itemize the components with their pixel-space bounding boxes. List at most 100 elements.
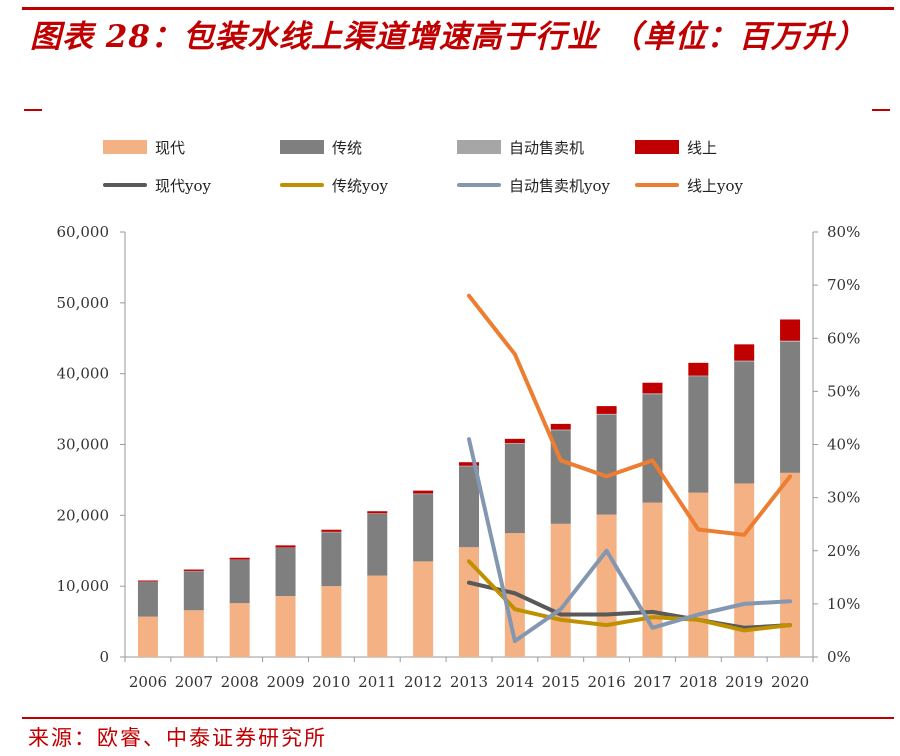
bar-segment: [596, 514, 617, 657]
bar-segment: [688, 362, 709, 376]
legend-swatch: [103, 140, 147, 154]
top-rule: [22, 7, 894, 10]
x-tick-label: 2007: [175, 673, 213, 691]
legend-item-modern-yoy: 现代yoy: [103, 174, 211, 196]
bar-segment: [780, 341, 801, 473]
bar-segment: [504, 438, 525, 444]
left-tick-label: 20,000: [57, 506, 110, 524]
bar-segment: [642, 502, 663, 657]
bar-segment: [183, 570, 204, 572]
title-underline-left: [24, 109, 42, 111]
bar-segment: [550, 523, 571, 657]
right-tick-label: 30%: [827, 489, 860, 507]
source-note: 来源：欧睿、中泰证券研究所: [28, 726, 327, 750]
x-tick-label: 2015: [542, 673, 580, 691]
bar-segment: [734, 344, 755, 361]
left-tick-label: 30,000: [57, 436, 110, 454]
bar-segment: [229, 603, 250, 657]
legend-swatch: [635, 140, 679, 154]
x-tick-label: 2008: [221, 673, 259, 691]
left-tick-label: 40,000: [57, 365, 110, 383]
bar-segment: [137, 581, 158, 617]
bar-segment: [137, 616, 158, 657]
bar-segment: [229, 559, 250, 561]
bar-segment: [734, 361, 755, 484]
bar-segment: [137, 581, 158, 583]
series-line: [467, 437, 793, 644]
chart-legend: 现代 传统 自动售卖机 线上 现代yoy 传统yoy 自动售卖机yoy 线上yo…: [95, 136, 815, 206]
legend-label: 现代yoy: [155, 176, 211, 195]
legend-swatch: [635, 183, 679, 187]
footer-rule: [22, 717, 894, 719]
bar-segment: [642, 382, 663, 394]
legend-item-modern: 现代: [103, 136, 185, 158]
x-tick-label: 2018: [679, 673, 717, 691]
x-tick-label: 2014: [496, 673, 534, 691]
bar-segment: [321, 532, 342, 587]
series-line: [467, 559, 793, 633]
left-tick-label: 10,000: [57, 577, 110, 595]
legend-item-vending-yoy: 自动售卖机yoy: [457, 174, 610, 196]
bar-segment: [275, 547, 296, 597]
left-tick-label: 60,000: [57, 223, 110, 241]
bar-segment: [413, 490, 434, 494]
bar-segment: [596, 414, 617, 515]
bar-segment: [275, 545, 296, 548]
bar-segment: [229, 557, 250, 560]
bar-segment: [413, 493, 434, 495]
right-tick-label: 50%: [827, 382, 860, 400]
x-tick-label: 2006: [129, 673, 167, 691]
bar-segment: [550, 423, 571, 430]
legend-swatch: [280, 140, 324, 154]
left-tick-label: 50,000: [57, 294, 110, 312]
x-tick-label: 2010: [312, 673, 350, 691]
bar-segment: [459, 462, 479, 466]
bar-segment: [459, 466, 479, 548]
bar-segment: [504, 443, 525, 444]
bar-segment: [504, 443, 525, 534]
bar-segment: [780, 340, 801, 342]
bar-segment: [596, 406, 617, 414]
bar-segment: [780, 319, 801, 341]
bar-segment: [229, 559, 250, 604]
bar-segment: [367, 511, 388, 514]
legend-label: 线上: [687, 138, 718, 157]
title-underline-right: [872, 109, 890, 111]
right-tick-label: 20%: [827, 542, 860, 560]
left-tick-label: 0: [99, 648, 109, 666]
bar-segment: [275, 547, 296, 548]
bar-segment: [642, 393, 663, 395]
bar-segment: [550, 429, 571, 431]
legend-item-online: 线上: [635, 136, 717, 158]
series-line: [467, 293, 793, 537]
bar-segment: [413, 494, 434, 562]
bar-segment: [183, 571, 204, 611]
x-tick-label: 2017: [633, 673, 671, 691]
bar-segment: [596, 413, 617, 415]
right-tick-label: 60%: [827, 329, 860, 347]
right-tick-label: 70%: [827, 276, 860, 294]
bar-segment: [275, 596, 296, 657]
bar-segment: [183, 610, 204, 657]
bar-segment: [780, 472, 801, 657]
bar-segment: [688, 376, 709, 493]
legend-item-traditional-yoy: 传统yoy: [280, 174, 388, 196]
x-tick-label: 2013: [450, 673, 488, 691]
right-tick-label: 40%: [827, 436, 860, 454]
legend-item-vending: 自动售卖机: [457, 136, 584, 158]
bar-segment: [321, 531, 342, 533]
bar-segment: [321, 529, 342, 532]
bar-segment: [413, 561, 434, 657]
series-line: [467, 580, 793, 630]
x-tick-label: 2020: [771, 673, 809, 691]
bar-segment: [688, 375, 709, 377]
x-tick-label: 2009: [266, 673, 304, 691]
chart-title: 图表 28：包装水线上渠道增速高于行业 （单位：百万升）: [30, 19, 867, 55]
bar-segment: [137, 580, 158, 582]
legend-swatch: [457, 140, 501, 154]
legend-swatch: [457, 183, 501, 187]
legend-item-online-yoy: 线上yoy: [635, 174, 743, 196]
bar-segment: [734, 360, 755, 362]
legend-swatch: [280, 183, 324, 187]
